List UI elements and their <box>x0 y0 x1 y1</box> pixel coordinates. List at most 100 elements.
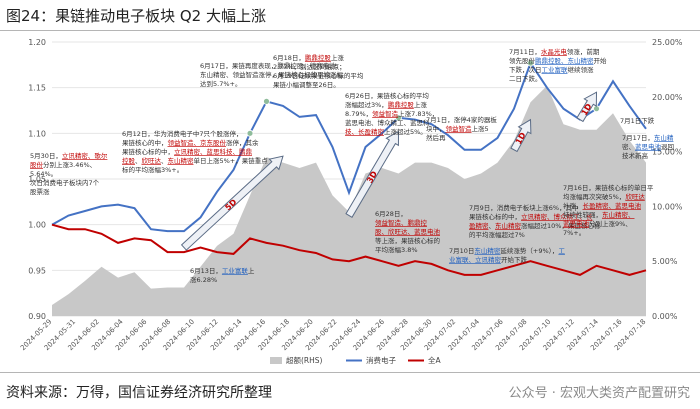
annotation-segment: 7月16日，果链核心标的单日平 <box>563 183 654 192</box>
annotation-segment: 7月10日 <box>449 247 474 255</box>
annotation-segment: 鹏鼎控股 <box>305 53 332 62</box>
annotation-segment: 7月11日， <box>509 48 541 56</box>
left-tick-label: 0.90 <box>28 312 46 321</box>
annotation-segment: 东山精密 <box>495 221 522 230</box>
trend-arrow-shape <box>345 130 400 218</box>
annotation-line: 持续性较强，东山精密、 <box>563 210 635 219</box>
annotation-line: 块中，领益智造上涨5 <box>426 124 489 133</box>
annotation-segment: 立讯精密、蓝思科技、鹏鼎 <box>174 147 252 156</box>
annotation-segment: 领益智造 <box>372 109 399 118</box>
annotation-line: 蓝思电池分别上涨9%、 <box>563 219 632 228</box>
annotation-line: 果链核心的中，领益智造、京东股份涨停，其余 <box>122 138 259 147</box>
annotation-segment: 涨幅超过3%， <box>345 100 388 109</box>
annotation-line: 7月9日，消费电子板块上涨6%，其中 <box>469 203 579 212</box>
annotation-segment: 6月13日， <box>190 267 222 275</box>
annotation-segment: 立讯精密、歌尔 <box>62 151 108 160</box>
annotation-segment: 单日上涨5%+，果链重点 <box>194 156 269 165</box>
line-series-consumer-electronics <box>51 60 647 233</box>
annotation-segment: 6月19日陆续果链核心标的平均 <box>273 71 364 80</box>
annotation-line: 5.64%。 <box>30 170 57 178</box>
annotation-line: 股份分别上涨3.46%、 <box>30 160 96 169</box>
annotation-line: 业富联、立讯精密开始下跌 <box>449 255 528 264</box>
area-series-excess <box>52 85 646 316</box>
right-tick-label: 25.00% <box>652 38 683 47</box>
annotation-line: 5月30日，立讯精密、歌尔 <box>30 151 108 160</box>
data-point-marker <box>527 59 534 67</box>
annotation-line: 7%+。 <box>563 229 585 237</box>
trend-arrow-shape <box>510 118 532 153</box>
annotation-segment: 开始下跌 <box>501 255 528 264</box>
annotation-line: 均涨幅再次突破5%，欣旺达 <box>563 192 645 201</box>
line-series-all-a <box>51 223 647 276</box>
annotation-line: 次日消费电子板块内7个 <box>30 178 100 187</box>
annotation-line: 密、蓝思电池退回 <box>622 142 674 151</box>
annotation-segment: 平均涨幅3.8% <box>375 245 418 254</box>
annotation-line: 的平均涨幅超过7% <box>469 230 525 239</box>
annotation-segment: 分别上涨3.46%、 <box>43 160 96 169</box>
annotation-line: 7月1日，涨停4家的器板 <box>426 115 497 124</box>
annotation-segment: 长盈精密、蓝思电池 <box>583 201 642 210</box>
annotation-segment: 6月18日， <box>273 54 305 62</box>
left-tick-label: 1.15 <box>28 84 46 93</box>
annotation-segment: 技、长盈精密 <box>345 127 385 136</box>
annotation-line: 果链核心标的中，立讯精密、蓝思科技、鹏鼎 <box>122 147 252 156</box>
annotation-line: 涨幅超过3%，鹏鼎控股上涨 <box>345 100 427 109</box>
annotation-line: 股票涨 <box>30 187 50 196</box>
annotation-segment: 果链核心标的中， <box>469 212 521 221</box>
watermark-text: 公众号 · 宏观大类资产配置研究 <box>508 386 690 401</box>
annotation-segment: 领益智造 <box>446 124 473 133</box>
annotation-segment: 工业富联 <box>542 65 569 74</box>
chart: 0.90 0.95 1.00 1.05 1.10 1.15 1.20 0.00% 5.00% 10… <box>19 38 683 365</box>
annotation-line: 果链小幅调整至26日。 <box>273 80 340 89</box>
annotation-line: 下跌，次日工业富联继续领涨 <box>509 65 594 74</box>
annotation-segment: 持续性较强， <box>563 210 602 219</box>
annotation-line: 7月17日，东山精 <box>622 133 674 142</box>
annotation-segment: 标的平均涨幅3%+。 <box>122 165 183 174</box>
right-tick-label: 15.00% <box>652 148 683 157</box>
annotation-segment: 7%+。 <box>563 229 585 237</box>
annotation-segment: 东山精密、领益智造涨停，果链核心标的平均涨幅 <box>200 70 344 79</box>
legend-label-all-a: 全A <box>428 355 441 365</box>
annotation-segment: 工 <box>558 247 565 255</box>
annotation-segment: 、 <box>161 157 168 165</box>
source-text: 资料来源：万得，国信证券经济研究所整理 <box>6 385 272 401</box>
annotation-line: 盈精密、东山精密涨幅超过10%，果链核心标 <box>469 221 601 230</box>
annotation-segment: 、 <box>135 157 142 165</box>
annotation-line: 达到5.7%+。 <box>200 79 241 88</box>
annotation-segment: 上涨7.83%， <box>398 109 438 118</box>
annotation-line: 7月1日下跌 <box>620 116 655 125</box>
annotation-segment: 达到5.7%+。 <box>200 79 241 88</box>
annotation-line: 7月16日，果链核心标的单日平 <box>563 183 654 192</box>
annotation-line: 标的平均涨幅3%+。 <box>122 165 183 174</box>
annotation-line: 等上涨，果链核心标的 <box>375 236 441 245</box>
annotation-line: 6月19日陆续果链核心标的平均 <box>273 71 364 80</box>
left-tick-label: 1.10 <box>28 129 46 138</box>
annotation-segment: 退回 <box>661 142 674 151</box>
annotation-segment: 5月30日， <box>30 152 62 160</box>
annotation-segment: 股票涨 <box>30 187 50 196</box>
annotation-line: 2.77%，到达区间高点； <box>273 62 346 71</box>
annotation-segment: 东山精密 <box>168 156 195 165</box>
annotation-segment: 继续领涨 <box>568 65 595 74</box>
annotation-segment: 6月26日，果链核心标的平均 <box>345 91 429 100</box>
annotation-line: 6月28日， <box>375 210 407 218</box>
title-bar: 图24：果链推动电子板块 Q2 大幅上涨 <box>0 0 700 31</box>
annotation-segment: 补涨， <box>563 201 583 210</box>
legend-label-excess: 超额(RHS) <box>286 355 323 365</box>
right-tick-label: 10.00% <box>652 202 683 211</box>
annotation-segment: 立讯精密、博众精工、长 <box>521 212 593 221</box>
left-tick-label: 1.05 <box>28 175 46 184</box>
annotation-segment: 延续涨势（+9%）， <box>500 246 558 255</box>
annotation-segment: 开始 <box>594 56 608 65</box>
annotation-segment: 蓝思电池 <box>635 142 662 151</box>
annotation-segment: 果链小幅调整至26日。 <box>273 80 340 89</box>
annotation-segment: 工业富联 <box>222 266 249 275</box>
annotation-segment: 领先股份 <box>509 56 536 65</box>
annotation-segment: 欣旺达 <box>142 156 162 165</box>
annotation-segment: 上涨 <box>414 100 428 109</box>
annotation-segment: 7月1日，涨停4家的器板 <box>426 115 497 124</box>
legend-swatch-excess <box>270 357 282 364</box>
source-bar: 资料来源：万得，国信证券经济研究所整理 公众号 · 宏观大类资产配置研究 <box>0 372 700 409</box>
annotation-line: 果链核心标的中，立讯精密、博众精工、长 <box>469 212 593 221</box>
chart-title: 图24：果链推动电子板块 Q2 大幅上涨 <box>6 7 266 25</box>
